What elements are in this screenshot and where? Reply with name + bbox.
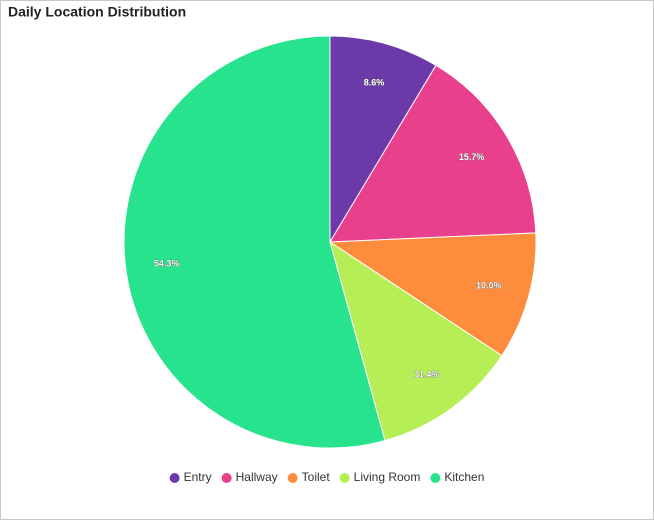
- legend-label: Toilet: [302, 470, 331, 484]
- pie-slice: [329, 64, 537, 243]
- pie-slice: [328, 232, 537, 357]
- legend-marker: [221, 473, 232, 483]
- value-label: 10.0%: [476, 280, 502, 290]
- pie-slice: [329, 240, 503, 442]
- value-labels: 8.6% 15.7% 10.0% 11.4% 54.3%: [154, 77, 502, 380]
- legend-label: Kitchen: [444, 470, 484, 484]
- value-label: 54.3%: [154, 259, 180, 269]
- pie-slice: [123, 35, 386, 449]
- legend-marker: [430, 473, 441, 483]
- legend-label: Living Room: [354, 470, 421, 484]
- value-label: 8.6%: [364, 78, 385, 88]
- legend: Entry Hallway Toilet Living Room Kitchen: [169, 470, 484, 484]
- legend-marker: [339, 473, 350, 483]
- pie-slice: [329, 35, 437, 244]
- legend-label: Entry: [184, 470, 212, 484]
- chart-title: Daily Location Distribution: [8, 4, 186, 20]
- legend-marker: [169, 473, 180, 483]
- pie: [123, 35, 537, 449]
- legend-label: Hallway: [236, 470, 278, 484]
- value-label: 15.7%: [459, 152, 485, 162]
- value-label: 11.4%: [414, 370, 439, 380]
- legend-marker: [287, 473, 298, 483]
